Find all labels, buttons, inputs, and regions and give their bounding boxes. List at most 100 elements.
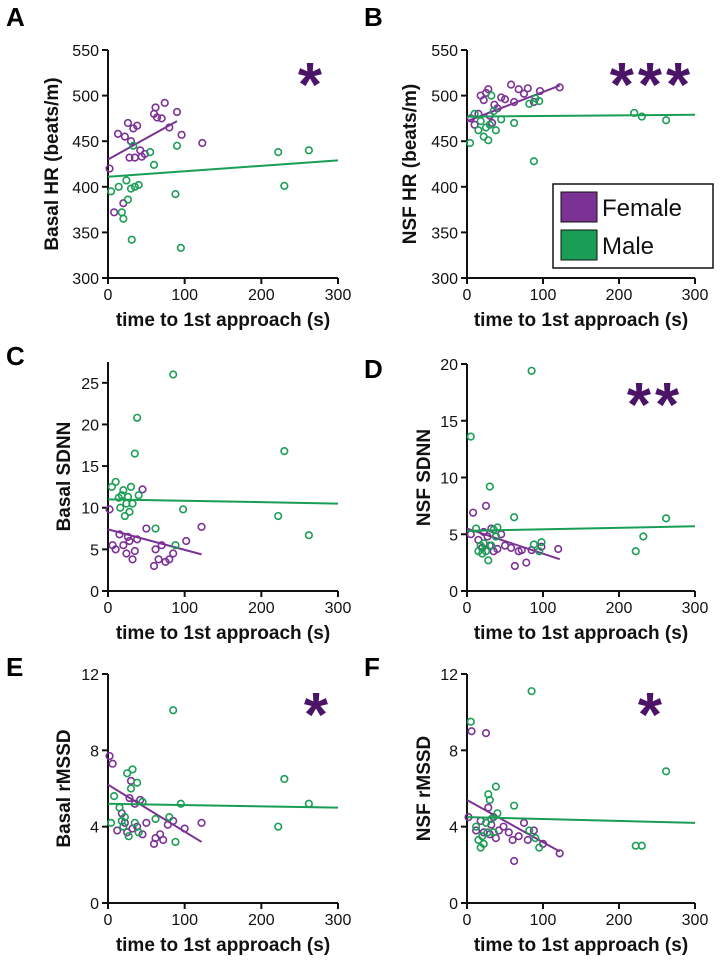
point-male xyxy=(106,187,116,196)
point-male xyxy=(474,126,483,135)
point-male xyxy=(133,778,142,787)
point-male xyxy=(176,799,185,808)
point-male xyxy=(179,505,188,514)
y-tick-label: 300 xyxy=(72,271,99,288)
x-tick-label: 200 xyxy=(606,912,633,929)
x-axis-label: time to 1st approach (s) xyxy=(116,935,330,956)
point-male xyxy=(527,366,536,375)
panel-d: D 0 100 200 300 0 5 10 15 20 time to 1st approach … xyxy=(364,354,708,644)
point-female xyxy=(123,532,133,541)
point-female xyxy=(120,132,129,141)
point-male xyxy=(497,115,506,124)
y-tick-label: 300 xyxy=(431,271,458,288)
fit-line-female xyxy=(466,527,561,561)
point-male xyxy=(510,513,519,522)
point-male xyxy=(510,801,519,810)
point-male xyxy=(280,181,289,190)
y-tick-label: 400 xyxy=(72,180,99,197)
y-tick-label: 500 xyxy=(431,89,458,106)
x-axis-label: time to 1st approach (s) xyxy=(116,623,330,644)
point-male xyxy=(274,511,283,521)
point-male xyxy=(478,832,487,841)
fit-line-female xyxy=(107,528,202,556)
point-female xyxy=(493,544,502,554)
point-male xyxy=(274,822,283,831)
point-female xyxy=(500,95,510,104)
legend-label-female: Female xyxy=(602,195,682,222)
x-tick-label: 100 xyxy=(171,600,198,617)
y-tick-label: 350 xyxy=(72,225,99,242)
point-female xyxy=(105,164,114,173)
point-female xyxy=(123,828,132,837)
significance-marker: * xyxy=(298,51,326,120)
point-female xyxy=(517,546,526,555)
point-female xyxy=(113,129,123,139)
point-female xyxy=(152,113,162,122)
point-male xyxy=(126,482,136,492)
point-male xyxy=(134,491,143,500)
point-female xyxy=(555,849,564,858)
y-tick-label: 0 xyxy=(449,584,458,601)
significance-marker: * xyxy=(304,681,332,750)
y-tick-label: 450 xyxy=(431,134,458,151)
x-axis-label: time to 1st approach (s) xyxy=(474,623,688,644)
y-tick-label: 10 xyxy=(81,501,99,518)
point-female xyxy=(169,816,178,826)
point-male xyxy=(146,148,155,157)
panel-letter: E xyxy=(6,652,23,682)
y-axis-label: Basal SDNN xyxy=(54,422,75,532)
point-female xyxy=(198,138,207,148)
point-male xyxy=(171,541,180,550)
x-tick-label: 100 xyxy=(530,287,557,304)
point-male xyxy=(535,96,544,106)
fit-line-female xyxy=(107,783,203,843)
point-female xyxy=(522,558,531,567)
point-male xyxy=(631,547,640,556)
y-tick-label: 500 xyxy=(72,89,99,106)
panel-b: B 0 100 200 300 300 350 400 450 500 550 time to 1st… xyxy=(364,2,708,331)
x-tick-label: 200 xyxy=(248,912,275,929)
fit-line-female xyxy=(466,84,561,123)
x-tick-label: 300 xyxy=(682,600,709,617)
point-male xyxy=(304,146,313,155)
point-male xyxy=(138,797,147,806)
point-male xyxy=(134,828,143,837)
point-female xyxy=(160,98,169,107)
point-male xyxy=(491,126,500,135)
point-female xyxy=(554,544,563,554)
point-male xyxy=(491,532,500,541)
y-tick-label: 20 xyxy=(440,357,458,374)
point-female xyxy=(514,85,523,94)
point-male xyxy=(510,118,519,128)
point-male xyxy=(531,834,540,843)
point-male xyxy=(470,109,479,118)
point-female xyxy=(180,824,189,833)
y-tick-label: 8 xyxy=(449,743,458,760)
point-male xyxy=(535,843,544,852)
point-female xyxy=(514,832,523,841)
fit-line-male xyxy=(107,498,339,505)
point-male xyxy=(120,813,129,822)
point-female xyxy=(113,826,122,835)
panel-letter: A xyxy=(6,2,25,32)
point-male xyxy=(123,492,133,502)
x-axis-label: time to 1st approach (s) xyxy=(474,935,688,956)
point-male xyxy=(130,818,139,827)
point-male xyxy=(130,449,139,458)
point-male xyxy=(484,556,493,565)
point-female xyxy=(479,96,488,105)
point-female xyxy=(470,120,479,129)
x-tick-label: 100 xyxy=(530,600,557,617)
y-tick-label: 5 xyxy=(90,542,99,559)
y-tick-label: 550 xyxy=(72,43,99,60)
point-female xyxy=(122,549,131,558)
point-male xyxy=(472,524,481,533)
y-tick-label: 0 xyxy=(449,896,458,913)
point-male xyxy=(133,413,142,422)
x-tick-label: 0 xyxy=(463,912,472,929)
y-tick-label: 450 xyxy=(72,134,99,151)
panel-letter: D xyxy=(364,354,383,384)
y-tick-label: 350 xyxy=(431,225,458,242)
point-male xyxy=(119,214,128,223)
point-male xyxy=(529,540,538,549)
